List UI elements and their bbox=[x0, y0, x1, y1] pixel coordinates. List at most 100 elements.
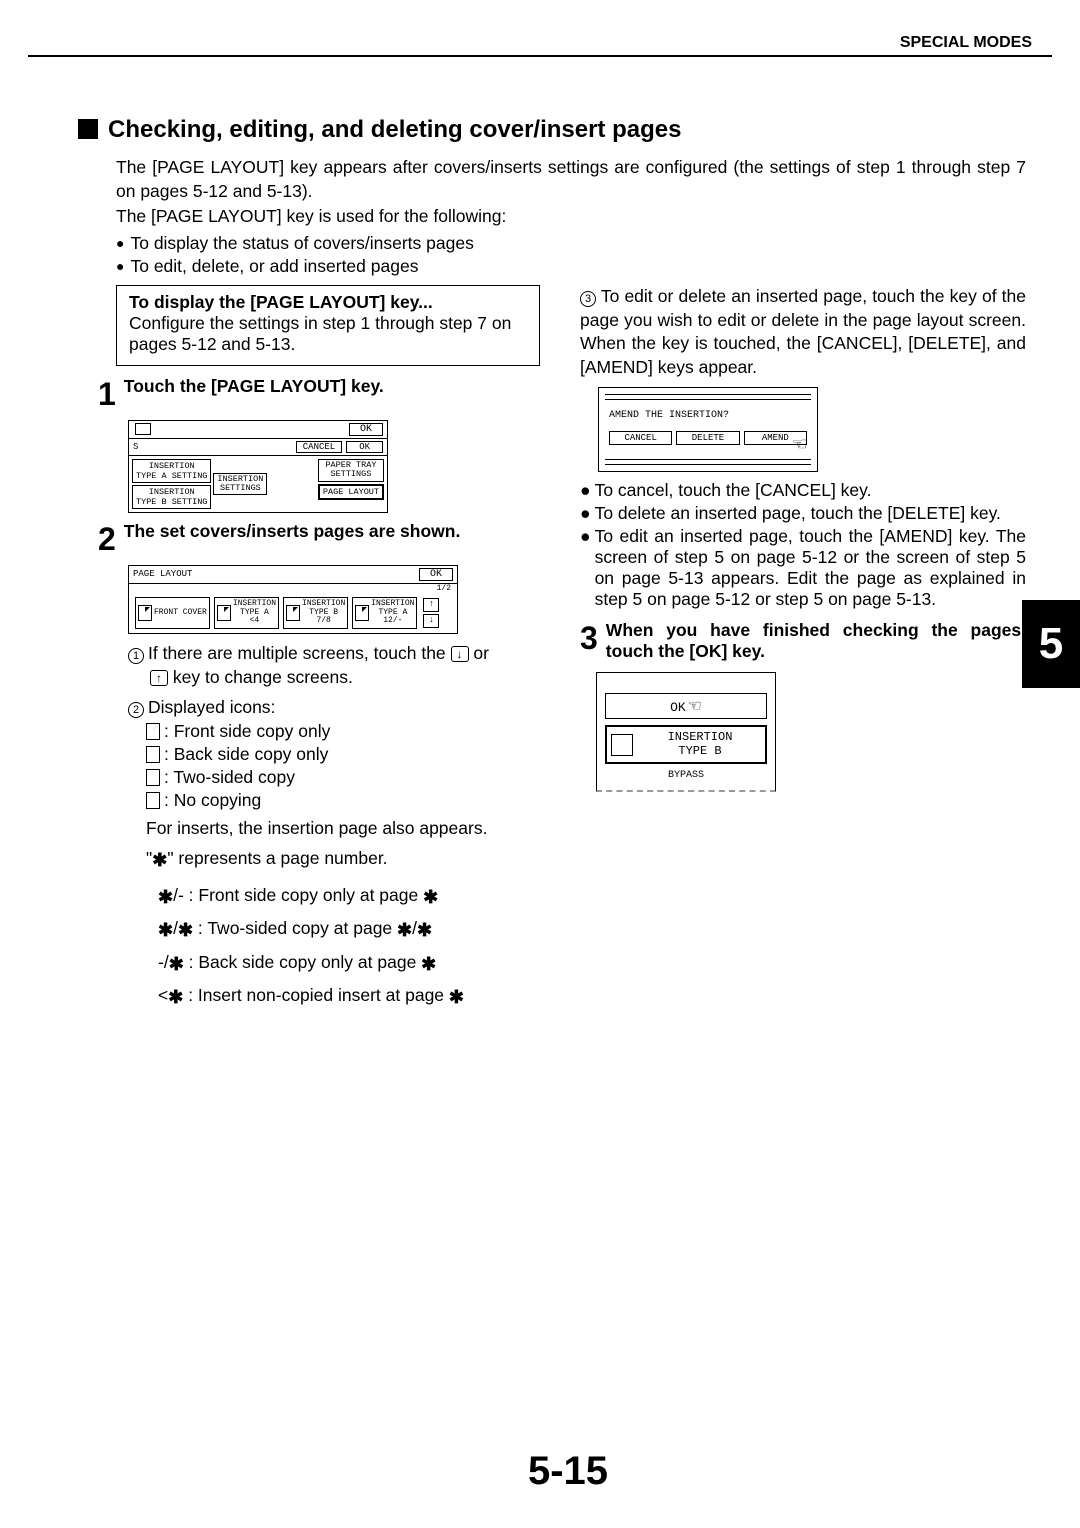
hand-pointer-icon: ☜ bbox=[688, 696, 702, 716]
insertion-item: INSERTIONTYPE B7/8 bbox=[283, 597, 348, 629]
two-sided-icon bbox=[146, 769, 160, 786]
page-icon bbox=[138, 605, 152, 621]
box-title: To display the [PAGE LAYOUT] key... bbox=[129, 292, 527, 313]
step-text: The set covers/inserts pages are shown. bbox=[124, 521, 461, 542]
down-arrow-icon: ↓ bbox=[423, 614, 439, 628]
ok-button: OK ☜ bbox=[605, 693, 767, 719]
right-bullets: ●To cancel, touch the [CANCEL] key. ●To … bbox=[580, 480, 1026, 610]
down-arrow-icon: ↓ bbox=[451, 646, 469, 662]
step-text: Touch the [PAGE LAYOUT] key. bbox=[124, 376, 384, 397]
pattern-line: ✱/✱ : Two-sided copy at page ✱/✱ bbox=[158, 917, 544, 942]
item-label: FRONT COVER bbox=[154, 609, 207, 618]
chapter-tab: 5 bbox=[1022, 600, 1080, 688]
step-number: 3 bbox=[580, 622, 598, 654]
step-number: 2 bbox=[98, 523, 116, 555]
bullet: To display the status of covers/inserts … bbox=[116, 233, 1052, 254]
asterisk-icon: ✱ bbox=[423, 887, 438, 907]
screen-title: PAGE LAYOUT bbox=[133, 569, 192, 579]
asterisk-icon: ✱ bbox=[417, 920, 432, 940]
step-2: 2 The set covers/inserts pages are shown… bbox=[98, 521, 544, 555]
ok-button: OK bbox=[419, 568, 453, 581]
ok-item-label: INSERTIONTYPE B bbox=[639, 731, 761, 757]
page-number: 5-15 bbox=[28, 1449, 1080, 1494]
asterisk-icon: ✱ bbox=[158, 887, 173, 907]
pattern-line: -/✱ : Back side copy only at page ✱ bbox=[158, 951, 544, 976]
bullet-text: To delete an inserted page, touch the [D… bbox=[595, 503, 1001, 524]
amend-dialog: AMEND THE INSERTION? CANCEL DELETE AMEND… bbox=[598, 387, 818, 472]
intro-paragraph-1: The [PAGE LAYOUT] key appears after cove… bbox=[116, 156, 1026, 203]
bullet-icon: ● bbox=[580, 503, 591, 524]
title-text: Checking, editing, and deleting cover/in… bbox=[108, 116, 681, 143]
icon-legend: : Back side copy only bbox=[146, 744, 544, 765]
page-layout-button: PAGE LAYOUT bbox=[318, 484, 384, 500]
hand-pointer-icon: ☜ bbox=[792, 434, 808, 456]
intro-paragraph-2: The [PAGE LAYOUT] key is used for the fo… bbox=[116, 205, 1026, 229]
header-rule bbox=[28, 55, 1052, 57]
title-bullet bbox=[78, 119, 98, 139]
right-column: 3 To edit or delete an inserted page, to… bbox=[580, 285, 1026, 1009]
bullet-icon: ● bbox=[580, 480, 591, 501]
bypass-label: BYPASS bbox=[605, 770, 767, 781]
ok-button: OK bbox=[346, 441, 383, 453]
note-2: 2Displayed icons: bbox=[128, 696, 544, 720]
paper-tray-button: PAPER TRAY SETTINGS bbox=[318, 459, 384, 482]
insertion-settings-button: INSERTION SETTINGS bbox=[213, 473, 267, 496]
icon-legend: : No copying bbox=[146, 790, 544, 811]
s-label: S bbox=[133, 442, 138, 452]
left-column: To display the [PAGE LAYOUT] key... Conf… bbox=[98, 285, 544, 1009]
asterisk-icon: ✱ bbox=[178, 920, 193, 940]
note-1: 1If there are multiple screens, touch th… bbox=[128, 642, 544, 689]
icon-legend: : Two-sided copy bbox=[146, 767, 544, 788]
type-b-button: INSERTION TYPE B SETTING bbox=[132, 485, 211, 509]
up-arrow-icon: ↑ bbox=[150, 670, 168, 686]
item-label: INSERTIONTYPE B7/8 bbox=[302, 600, 345, 626]
page-icon bbox=[355, 605, 369, 621]
screen-page-layout-key: OK S CANCEL OK INSERTION TYPE A SETTING … bbox=[128, 420, 388, 513]
insertion-item: INSERTIONTYPE A<4 bbox=[214, 597, 279, 629]
note-3: For inserts, the insertion page also app… bbox=[146, 817, 544, 841]
ok-screen: OK ☜ INSERTIONTYPE B BYPASS bbox=[596, 672, 776, 792]
ok-button: OK bbox=[349, 423, 383, 436]
page-indicator: 1/2 bbox=[129, 584, 457, 593]
asterisk-icon: ✱ bbox=[169, 954, 184, 974]
page-icon bbox=[611, 734, 633, 756]
bullet-text: To edit an inserted page, touch the [AME… bbox=[595, 526, 1026, 610]
item-label: INSERTIONTYPE A<4 bbox=[233, 600, 276, 626]
note-text: or bbox=[469, 643, 489, 663]
insertion-item: INSERTIONTYPE A12/- bbox=[352, 597, 417, 629]
box-text: Configure the settings in step 1 through… bbox=[129, 313, 527, 355]
pattern-line: ✱/- : Front side copy only at page ✱ bbox=[158, 884, 544, 909]
circled-2-icon: 2 bbox=[128, 702, 144, 718]
bullet-text: To cancel, touch the [CANCEL] key. bbox=[595, 480, 872, 501]
back-copy-icon bbox=[146, 746, 160, 763]
right-note-3: 3 To edit or delete an inserted page, to… bbox=[580, 285, 1026, 380]
intro-bullets: To display the status of covers/inserts … bbox=[116, 233, 1052, 277]
display-box: To display the [PAGE LAYOUT] key... Conf… bbox=[116, 285, 540, 366]
cancel-button: CANCEL bbox=[609, 431, 672, 445]
bullet: To edit, delete, or add inserted pages bbox=[116, 256, 1052, 277]
asterisk-icon: ✱ bbox=[449, 987, 464, 1007]
note-text: Displayed icons: bbox=[148, 697, 275, 717]
pattern-line: <✱ : Insert non-copied insert at page ✱ bbox=[158, 984, 544, 1009]
amend-question: AMEND THE INSERTION? bbox=[609, 410, 807, 421]
asterisk-icon: ✱ bbox=[158, 920, 173, 940]
type-a-button: INSERTION TYPE A SETTING bbox=[132, 459, 211, 483]
step-text: When you have finished checking the page… bbox=[606, 620, 1026, 662]
copy-icon bbox=[135, 423, 151, 435]
main-title: Checking, editing, and deleting cover/in… bbox=[78, 116, 1052, 144]
circled-1-icon: 1 bbox=[128, 648, 144, 664]
item-label: INSERTIONTYPE A12/- bbox=[371, 600, 414, 626]
note-4: "✱" represents a page number. bbox=[146, 847, 544, 872]
asterisk-icon: ✱ bbox=[168, 987, 183, 1007]
header-section: SPECIAL MODES bbox=[28, 34, 1052, 52]
delete-button: DELETE bbox=[676, 431, 739, 445]
nav-arrows: ↑↓ bbox=[423, 597, 439, 629]
circled-3-icon: 3 bbox=[580, 291, 596, 307]
step-number: 1 bbox=[98, 378, 116, 410]
front-cover-item: FRONT COVER bbox=[135, 597, 210, 629]
step-1: 1 Touch the [PAGE LAYOUT] key. bbox=[98, 376, 544, 410]
note-text: If there are multiple screens, touch the bbox=[148, 643, 451, 663]
screen-page-layout-list: PAGE LAYOUT OK 1/2 FRONT COVER INSERTION… bbox=[128, 565, 458, 634]
bullet-icon: ● bbox=[580, 526, 591, 610]
amend-button: AMEND☜ bbox=[744, 431, 807, 445]
